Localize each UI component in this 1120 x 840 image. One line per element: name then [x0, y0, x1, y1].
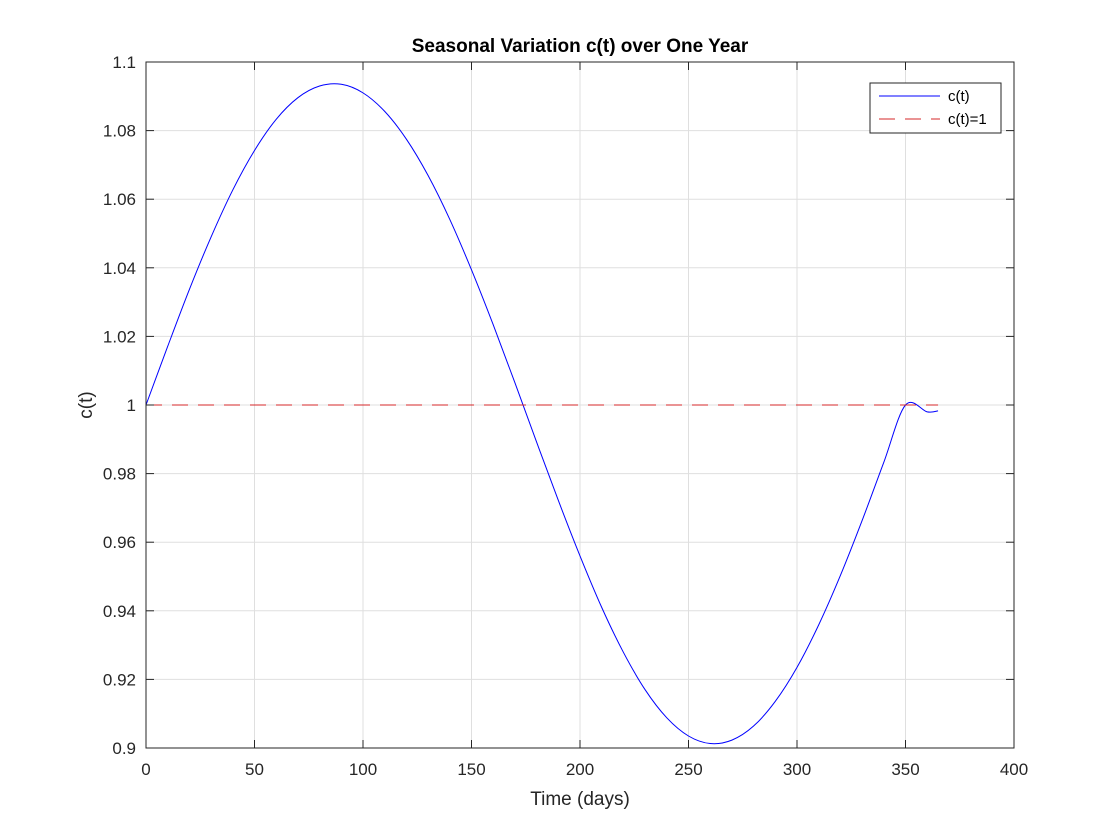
x-tick-label: 250: [674, 760, 702, 779]
x-tick-label: 400: [1000, 760, 1028, 779]
x-axis-label: Time (days): [530, 789, 630, 810]
y-tick-label: 1.08: [103, 122, 136, 141]
y-tick-label: 0.9: [112, 739, 136, 758]
y-tick-label: 0.98: [103, 465, 136, 484]
y-tick-label: 1.04: [103, 259, 136, 278]
series-line-ct: [145, 83, 939, 745]
x-tick-label: 300: [783, 760, 811, 779]
x-tick-label: 50: [245, 760, 264, 779]
x-tick-label: 0: [141, 760, 150, 779]
series-layer: [145, 83, 939, 745]
chart-title: Seasonal Variation c(t) over One Year: [412, 36, 749, 57]
x-tick-label: 100: [349, 760, 377, 779]
y-tick-label: 1: [127, 396, 136, 415]
x-tick-label: 150: [457, 760, 485, 779]
y-tick-label: 1.1: [112, 53, 136, 72]
legend: c(t) c(t)=1: [869, 82, 1002, 134]
x-tick-label: 350: [891, 760, 919, 779]
y-axis-label: c(t): [76, 391, 97, 418]
y-tick-label: 0.96: [103, 533, 136, 552]
legend-label-ct: c(t): [948, 88, 970, 105]
y-tick-label: 0.94: [103, 602, 136, 621]
y-tick-label: 1.02: [103, 327, 136, 346]
legend-label-ct-equals-1: c(t)=1: [948, 111, 987, 128]
legend-box: [869, 82, 1002, 134]
y-tick-label: 0.92: [103, 670, 136, 689]
grid: [145, 61, 1015, 749]
x-tick-label: 200: [566, 760, 594, 779]
y-tick-label: 1.06: [103, 190, 136, 209]
ticks: 0 50 100 150 200 250 300 350 400 0.9 0.92 0.94 0.96 0…: [103, 53, 1028, 779]
